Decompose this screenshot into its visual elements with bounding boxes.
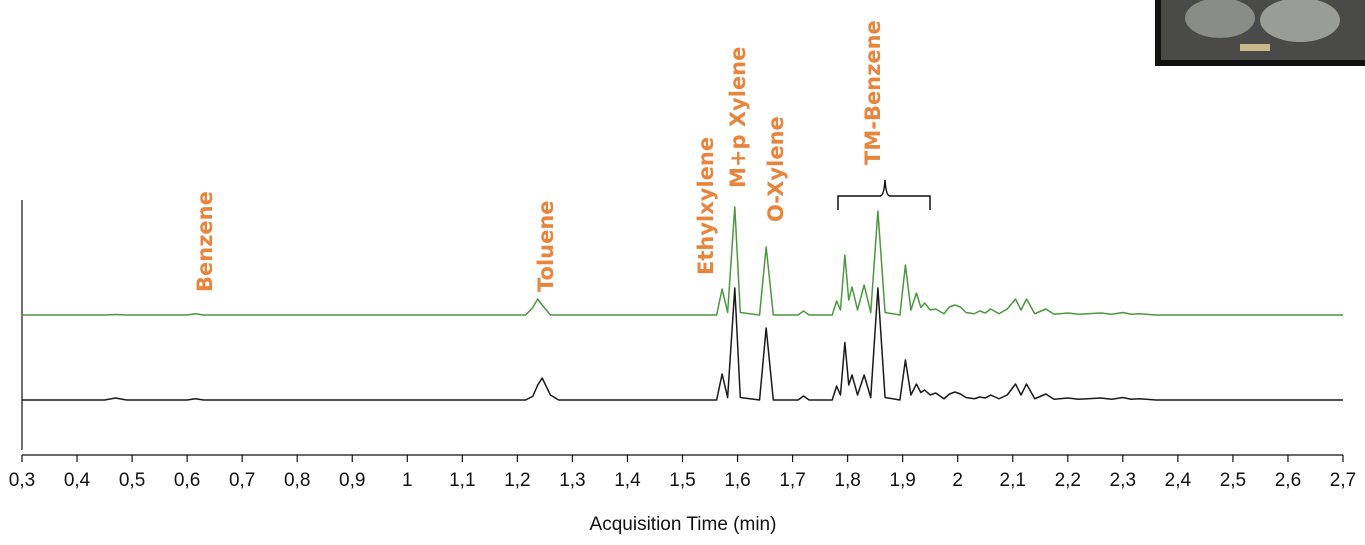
peak-label: Toluene: [534, 200, 558, 292]
x-tick-label: 1,5: [669, 470, 695, 491]
peak-label: M+p Xylene: [726, 47, 750, 188]
x-tick-label: 1,3: [559, 470, 585, 491]
x-tick-label: 2,2: [1055, 470, 1081, 491]
x-tick-label: 1,9: [889, 470, 915, 491]
x-tick-label: 1,4: [614, 470, 641, 491]
x-axis-title: Acquisition Time (min): [590, 514, 777, 535]
photo: [1155, 0, 1365, 66]
peak-label: O-Xylene: [764, 116, 788, 222]
x-tick-label: 2,4: [1165, 470, 1192, 491]
x-tick-label: 2,5: [1220, 470, 1246, 491]
x-tick-label: 0,8: [284, 470, 310, 491]
x-tick-label: 2,7: [1330, 470, 1356, 491]
x-tick-label: 0,4: [64, 470, 91, 491]
x-tick-label: 1,2: [504, 470, 530, 491]
x-tick-label: 0,5: [119, 470, 145, 491]
x-tick-label: 1,6: [724, 470, 750, 491]
x-tick-label: 1,8: [834, 470, 860, 491]
peak-label: Benzene: [193, 191, 217, 292]
x-tick-label: 1: [402, 470, 413, 491]
bracket: [837, 179, 931, 210]
x-tick-label: 1,1: [449, 470, 475, 491]
x-tick-label: 2,6: [1275, 470, 1301, 491]
x-tick-label: 2,3: [1110, 470, 1136, 491]
chromatogram-line: [22, 287, 1343, 401]
chromatogram-line: [22, 206, 1343, 316]
x-tick-label: 1,7: [779, 470, 805, 491]
x-tick-label: 2: [952, 470, 963, 491]
x-tick-label: 0,6: [174, 470, 200, 491]
peak-label: Ethylxylene: [694, 137, 718, 275]
x-tick-label: 0,3: [9, 470, 35, 491]
x-tick-label: 0,9: [339, 470, 365, 491]
x-tick-label: 2,1: [1000, 470, 1026, 491]
x-tick-label: 0,7: [229, 470, 255, 491]
peak-label: TM-Benzene: [861, 20, 885, 165]
